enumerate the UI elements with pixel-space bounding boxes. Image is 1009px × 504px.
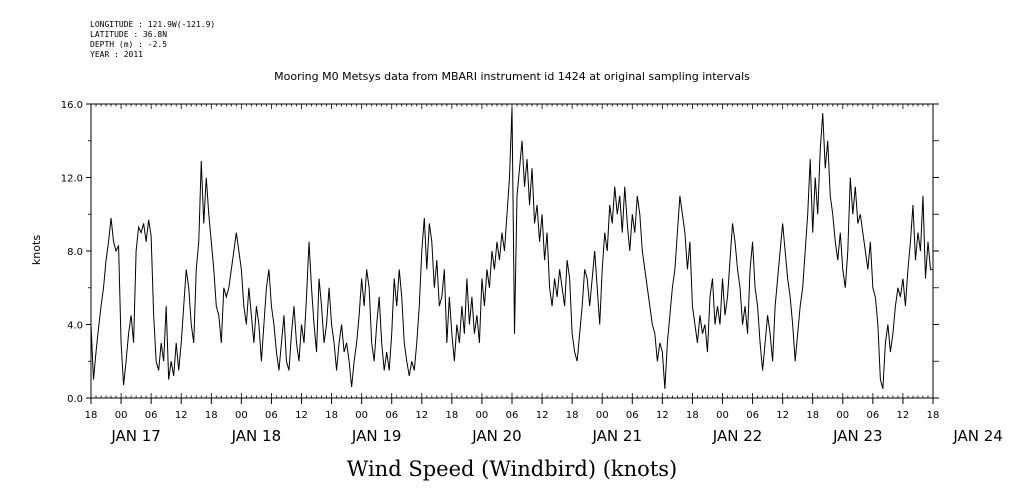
x-tick-label: 18 [806, 410, 819, 421]
date-label: JAN 17 [110, 427, 161, 445]
x-tick-label: 00 [235, 410, 248, 421]
x-axis-date-labels: JAN 17 JAN 18 JAN 19 JAN 20 JAN 21 JAN 22 JAN … [110, 427, 1002, 445]
date-label: JAN 23 [832, 427, 883, 445]
x-tick-label: 12 [536, 410, 549, 421]
x-tick-label: 12 [415, 410, 428, 421]
chart-title: Mooring M0 Metsys data from MBARI instru… [274, 70, 750, 83]
meta-year: YEAR : 2011 [90, 50, 143, 59]
y-tick-label: 12.0 [61, 174, 83, 185]
x-tick-label: 06 [506, 410, 519, 421]
x-tick-label: 06 [265, 410, 278, 421]
x-tick-label: 00 [476, 410, 489, 421]
date-label: JAN 20 [471, 427, 522, 445]
y-tick-label: 8.0 [67, 247, 83, 258]
y-tick-label: 0.0 [67, 394, 83, 405]
x-tick-label: 00 [355, 410, 368, 421]
y-tick-label: 16.0 [61, 100, 83, 111]
x-tick-label: 12 [776, 410, 789, 421]
meta-depth: DEPTH (m) : -2.5 [90, 40, 168, 49]
x-tick-label: 00 [596, 410, 609, 421]
series-lines [90, 107, 933, 389]
x-tick-label: 12 [295, 410, 308, 421]
x-tick-label: 00 [836, 410, 849, 421]
x-axis-title: Wind Speed (Windbird) (knots) [347, 457, 677, 481]
x-tick-label: 12 [897, 410, 910, 421]
x-tick-label: 18 [445, 410, 458, 421]
date-label: JAN 24 [952, 427, 1003, 445]
x-axis-ticks: 18 00 06 12 18 00 06 12 18 00 06 12 18 00 06 12 18 00 06 12… [85, 398, 940, 421]
date-label: JAN 18 [231, 427, 282, 445]
wind-speed-line [90, 107, 933, 389]
x-tick-label: 06 [385, 410, 398, 421]
x-tick-label: 06 [626, 410, 639, 421]
date-label: JAN 19 [351, 427, 402, 445]
x-tick-label: 18 [205, 410, 218, 421]
metadata-block: LONGITUDE : 121.9W(-121.9) LATITUDE : 36… [90, 20, 215, 60]
x-tick-label: 18 [566, 410, 579, 421]
meta-longitude: LONGITUDE : 121.9W(-121.9) [90, 20, 216, 29]
x-tick-label: 06 [145, 410, 158, 421]
x-tick-label: 18 [325, 410, 338, 421]
x-tick-label: 18 [85, 410, 98, 421]
y-axis-label: knots [30, 235, 43, 265]
meta-latitude: LATITUDE : 36.8N [90, 30, 168, 39]
x-tick-label: 18 [927, 410, 940, 421]
date-label: JAN 22 [712, 427, 763, 445]
x-tick-label: 00 [115, 410, 128, 421]
x-tick-label: 06 [746, 410, 759, 421]
x-tick-label: 00 [716, 410, 729, 421]
x-tick-label: 12 [175, 410, 188, 421]
date-label: JAN 21 [592, 427, 643, 445]
y-tick-label: 4.0 [67, 321, 83, 332]
y-axis-ticks: 0.0 4.0 8.0 12.0 16.0 [61, 100, 939, 405]
x-tick-label: 18 [686, 410, 699, 421]
x-tick-label: 06 [866, 410, 879, 421]
x-tick-label: 12 [656, 410, 669, 421]
